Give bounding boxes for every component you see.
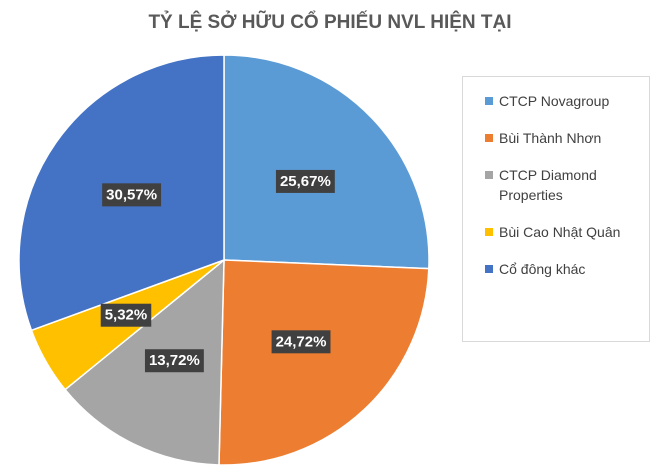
legend-swatch — [485, 171, 493, 179]
legend-item: Bùi Cao Nhật Quân — [485, 222, 639, 242]
legend-swatch — [485, 134, 493, 142]
data-label-group: 30,57% — [102, 183, 162, 207]
data-label-group: 5,32% — [100, 303, 152, 327]
legend-swatch — [485, 265, 493, 273]
legend: CTCP Novagroup Bùi Thành Nhơn CTCP Diamond… — [462, 76, 650, 342]
data-label-group: 24,72% — [271, 330, 331, 354]
chart-title: TỶ LỆ SỞ HỮU CỔ PHIẾU NVL HIỆN TẠI — [148, 11, 511, 33]
legend-item: CTCP Novagroup — [485, 91, 639, 111]
data-label-box — [275, 169, 335, 193]
legend-item: CTCP Diamond Properties — [485, 165, 639, 205]
legend-label: CTCP Novagroup — [499, 93, 610, 109]
pie-slice — [64, 258, 225, 466]
legend-label: Cổ đông khác — [499, 261, 586, 277]
data-label: 13,72% — [149, 352, 200, 369]
legend-item: Bùi Thành Nhơn — [485, 128, 639, 148]
data-label-box — [271, 330, 331, 354]
legend-label: CTCP Diamond Properties — [499, 167, 597, 203]
data-label-box — [144, 349, 204, 373]
data-label-box — [100, 303, 152, 327]
legend-label: Bùi Thành Nhơn — [499, 130, 602, 146]
pie-slice — [218, 259, 430, 466]
data-label-group: 13,72% — [144, 349, 204, 373]
pie-slice — [223, 54, 430, 270]
legend-swatch — [485, 97, 493, 105]
data-label-group: 25,67% — [275, 169, 335, 193]
data-label-box — [102, 183, 162, 207]
legend-swatch — [485, 228, 493, 236]
data-label: 24,72% — [276, 333, 327, 350]
data-label: 5,32% — [105, 307, 148, 324]
legend-item: Cổ đông khác — [485, 259, 639, 279]
data-label: 25,67% — [280, 173, 331, 190]
data-label: 30,57% — [106, 186, 157, 203]
legend-label: Bùi Cao Nhật Quân — [499, 224, 621, 240]
